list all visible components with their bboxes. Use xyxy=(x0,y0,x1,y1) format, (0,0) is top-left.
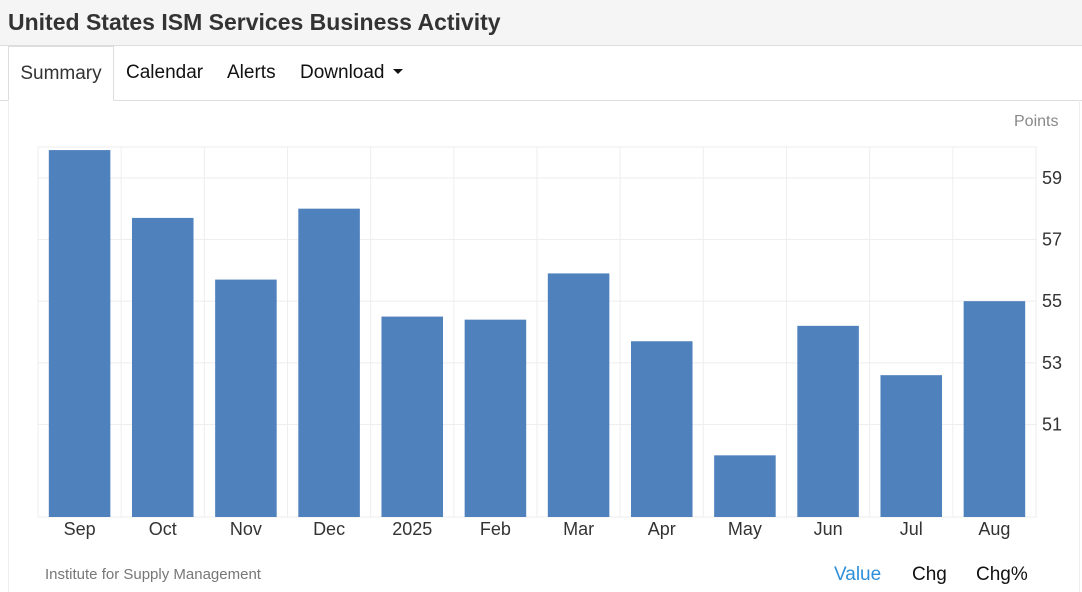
x-tick-label: Mar xyxy=(563,519,594,539)
bar xyxy=(630,341,693,517)
x-tick-label: Jun xyxy=(814,519,843,539)
page-title: United States ISM Services Business Acti… xyxy=(8,9,501,35)
tab-calendar[interactable]: Calendar xyxy=(126,62,204,83)
bar xyxy=(131,217,194,517)
mode-value-link[interactable]: Value xyxy=(834,564,882,585)
tab-download-label: Download xyxy=(300,62,385,83)
chart-panel xyxy=(8,100,1080,592)
x-tick-label: Dec xyxy=(313,519,345,539)
x-tick-label: Nov xyxy=(230,519,262,539)
tab-bar: Summary Calendar Alerts Download xyxy=(0,46,1082,101)
title-bar: United States ISM Services Business Acti… xyxy=(0,0,1082,46)
chevron-down-icon xyxy=(392,68,403,74)
x-tick-label: Sep xyxy=(64,519,96,539)
source-label: Institute for Supply Management xyxy=(45,566,261,583)
bar xyxy=(963,301,1026,517)
bar xyxy=(797,325,859,517)
mode-chg-link[interactable]: Chg xyxy=(912,564,947,585)
x-tick-label: Oct xyxy=(149,519,177,539)
bar xyxy=(381,316,444,517)
y-tick-label: 59 xyxy=(1042,168,1062,188)
x-tick-label: Apr xyxy=(648,519,676,539)
tab-summary[interactable]: Summary xyxy=(8,46,114,101)
bar xyxy=(215,279,277,517)
x-tick-label: Feb xyxy=(480,519,511,539)
y-tick-label: 53 xyxy=(1042,353,1062,373)
bar xyxy=(880,375,943,517)
mode-chg-pct-link[interactable]: Chg% xyxy=(976,564,1028,585)
y-axis-unit: Points xyxy=(1014,113,1059,130)
bar xyxy=(464,319,527,517)
bar xyxy=(48,150,111,518)
x-tick-label: 2025 xyxy=(392,519,432,539)
bar xyxy=(298,208,360,517)
tab-alerts[interactable]: Alerts xyxy=(227,62,276,83)
bar xyxy=(714,455,776,517)
x-tick-label: Aug xyxy=(978,519,1010,539)
tab-download[interactable]: Download xyxy=(300,46,403,100)
y-tick-label: 55 xyxy=(1042,291,1062,311)
bar xyxy=(547,273,610,517)
x-tick-label: Jul xyxy=(900,519,923,539)
x-tick-label: May xyxy=(728,519,762,539)
y-tick-label: 57 xyxy=(1042,230,1062,250)
y-tick-label: 51 xyxy=(1042,415,1062,435)
